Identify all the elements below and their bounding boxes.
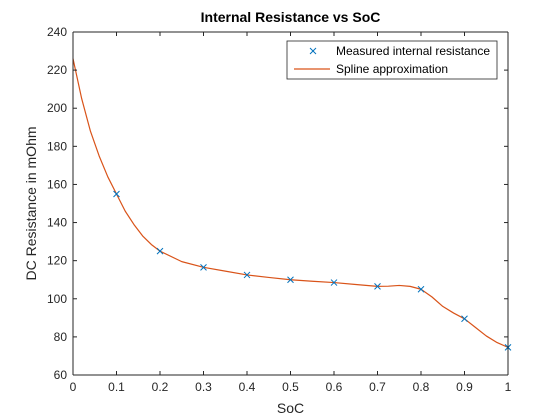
measured-point-marker [156,247,164,255]
plot-area [73,32,508,375]
measured-point-marker [113,190,120,198]
marker-stroke [156,247,164,255]
measured-point-marker [243,271,251,279]
legend-entry-spline: Spline approximation [336,62,448,76]
y-tick-label: 200 [47,101,67,115]
measured-point-marker [287,276,294,284]
x-tick-label: 0.4 [239,380,256,394]
measured-point-marker [330,279,338,286]
legend-box [286,40,498,80]
x-tick-label: 0.8 [413,380,430,394]
marker-stroke [200,263,207,271]
legend-entry-measured: Measured internal resistance [336,44,490,58]
y-tick-label: 160 [47,177,67,191]
y-tick-label: 220 [47,63,67,77]
y-tick-label: 60 [54,368,68,382]
y-tick-label: 140 [47,216,67,230]
x-tick-label: 0.7 [369,380,386,394]
x-tick-label: 1 [505,380,512,394]
y-tick-label: 180 [47,139,67,153]
measured-point-marker [461,315,468,323]
legend: Measured internal resistance Spline appr… [286,40,498,80]
measured-point-marker [200,263,207,271]
y-tick-label: 120 [47,254,67,268]
legend-marker-stroke [309,47,317,55]
x-tick-label: 0.6 [326,380,343,394]
x-tick-label: 0 [70,380,77,394]
measured-point-marker [374,283,381,290]
x-tick-label: 0.5 [282,380,299,394]
x-tick-label: 0.2 [152,380,169,394]
marker-stroke [287,276,294,284]
marker-stroke [330,279,338,286]
y-axis-label: DC Resistance in mOhm [23,126,39,280]
x-tick-label: 0.3 [195,380,212,394]
axes-layer: 0 0.1 0.2 0.3 0.4 0.5 0.6 0.7 0.8 0.9 160801001201… [47,25,512,394]
marker-stroke [417,285,425,293]
legend-marker-x-icon [309,47,317,55]
marker-stroke [461,315,468,323]
y-tick-label: 240 [47,25,67,39]
y-tick-label: 80 [54,330,68,344]
y-tick-label: 100 [47,292,67,306]
x-tick-label: 0.9 [456,380,473,394]
marker-stroke [374,283,381,290]
marker-stroke [113,190,120,198]
measured-point-marker [417,285,425,293]
x-tick-label: 0.1 [108,380,125,394]
series-layer [72,58,512,351]
x-axis-label: SoC [277,400,304,416]
chart-title: Internal Resistance vs SoC [201,9,381,25]
marker-stroke [243,271,251,279]
